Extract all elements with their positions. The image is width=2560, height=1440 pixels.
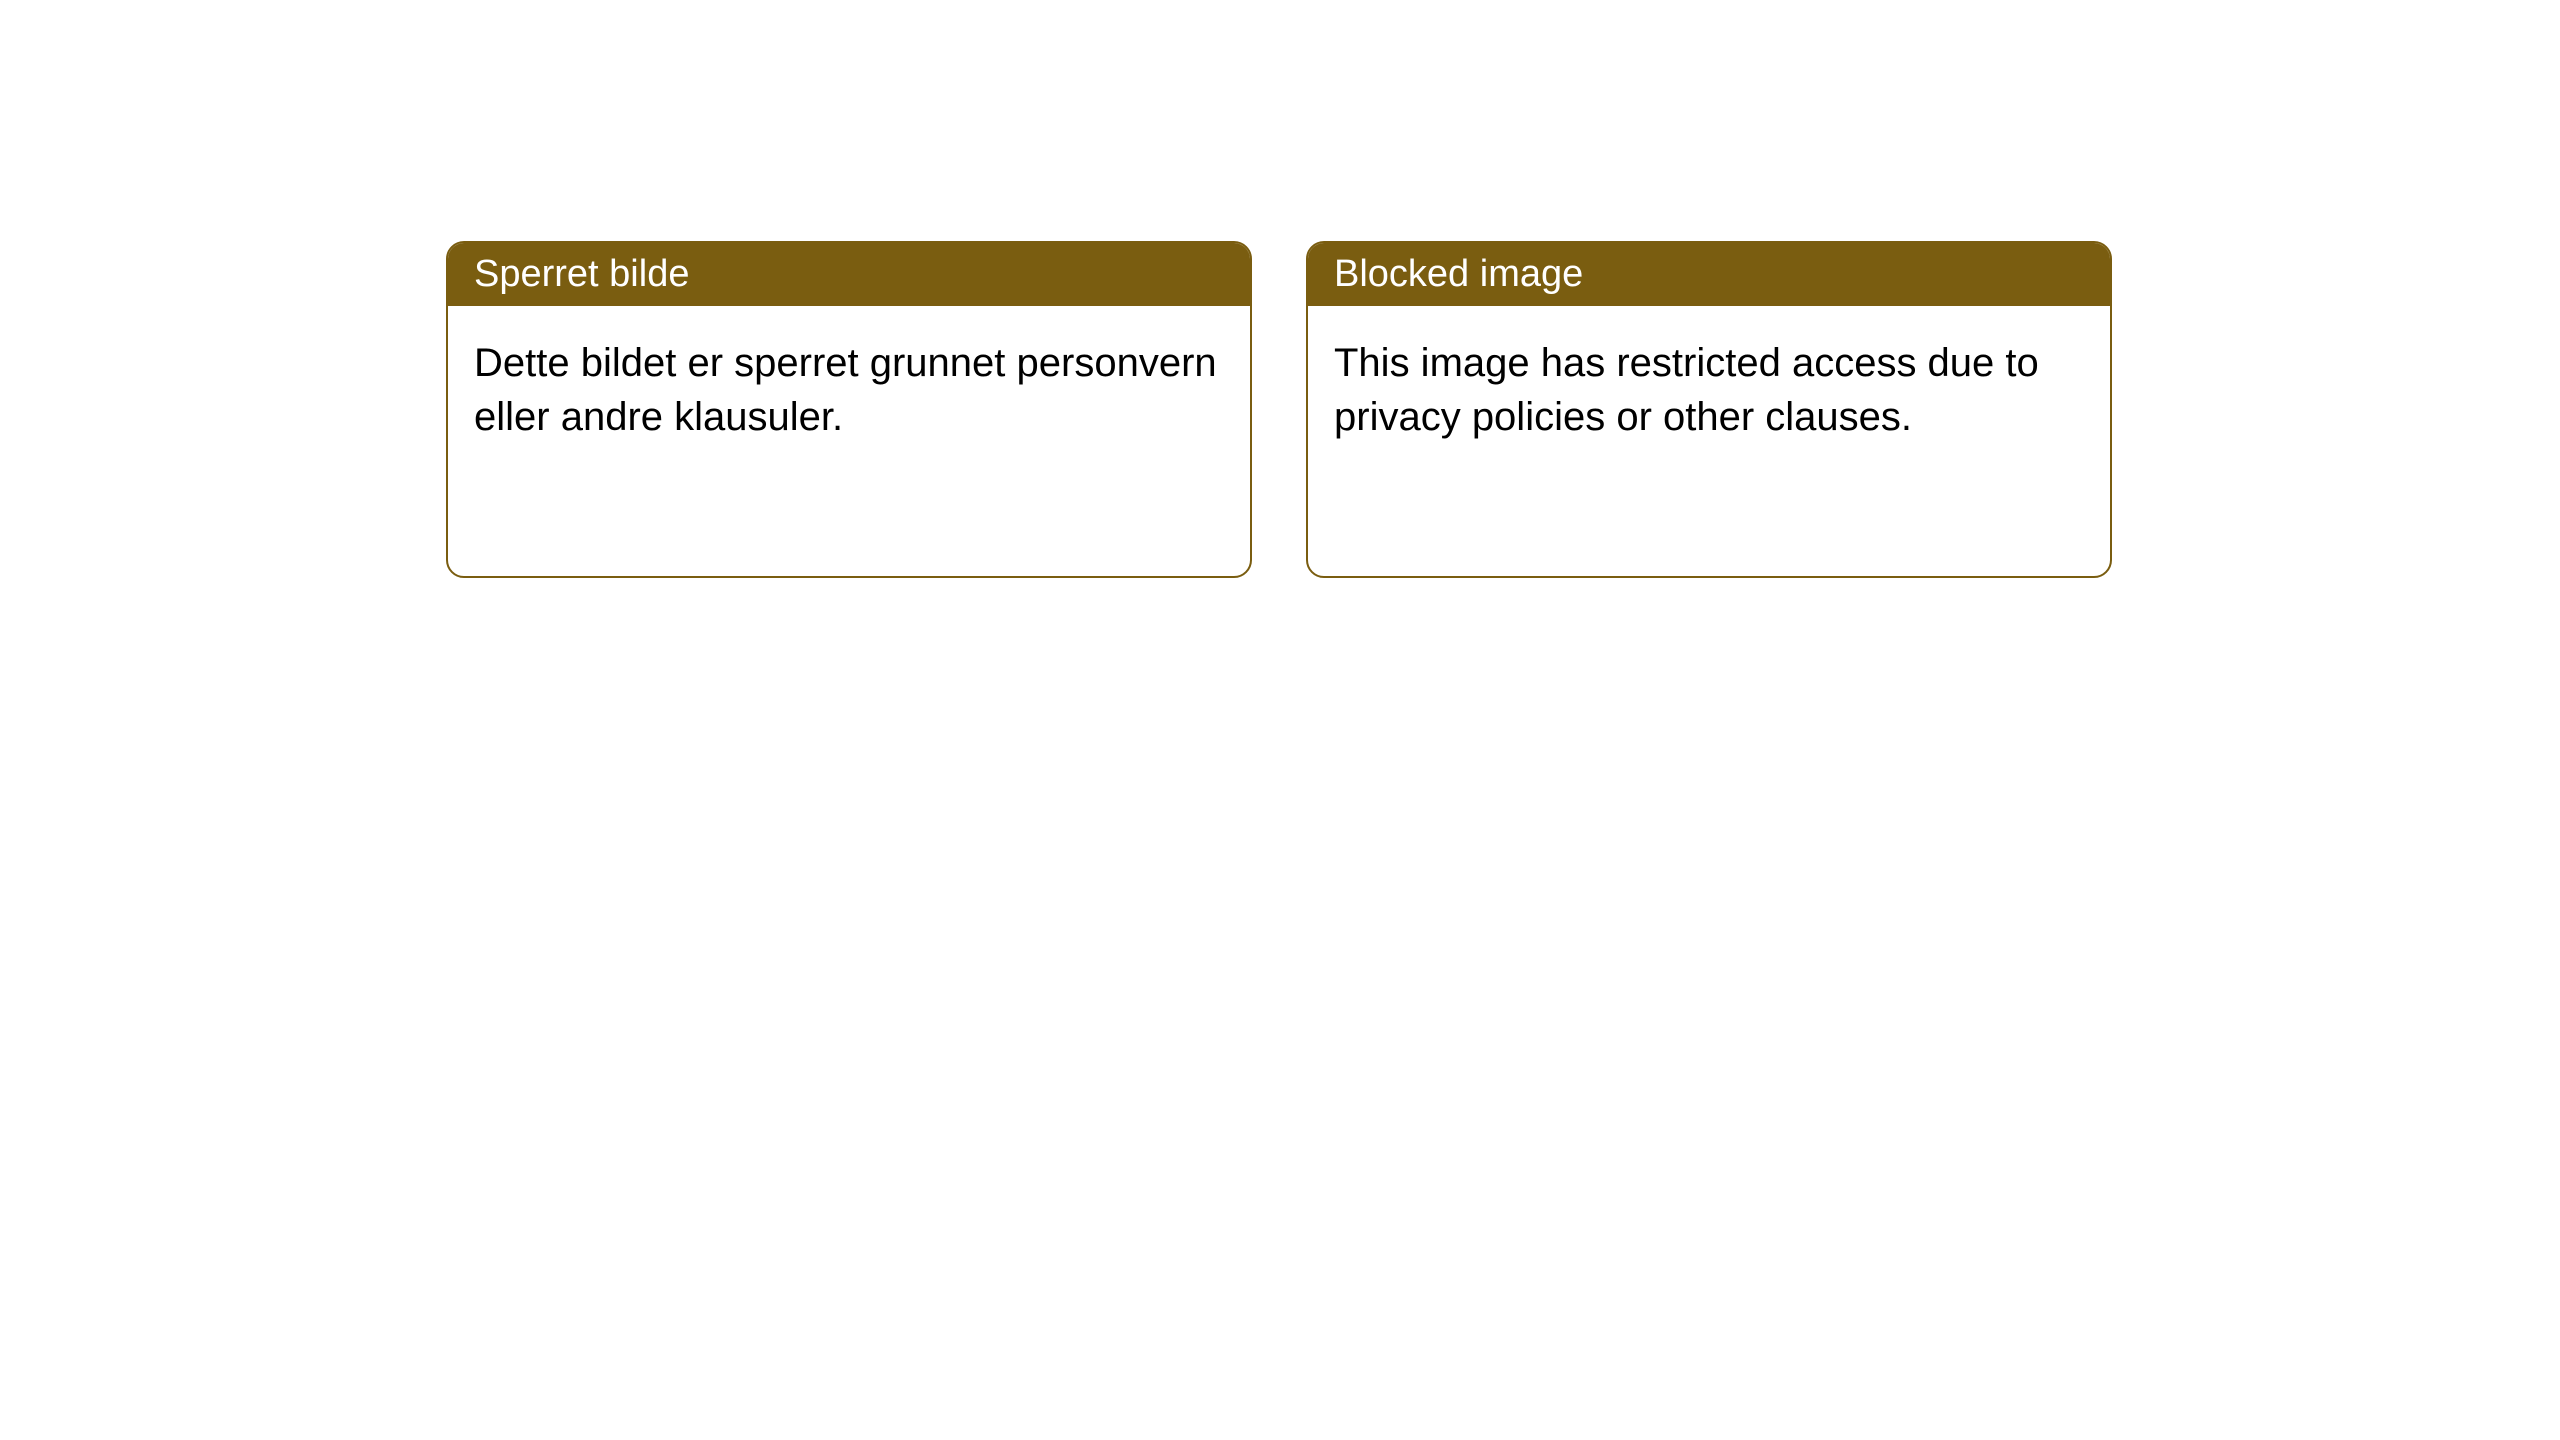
- notice-container: Sperret bilde Dette bildet er sperret gr…: [446, 241, 2112, 578]
- notice-title-english: Blocked image: [1308, 243, 2110, 306]
- notice-body-english: This image has restricted access due to …: [1308, 306, 2110, 576]
- notice-card-english: Blocked image This image has restricted …: [1306, 241, 2112, 578]
- notice-body-norwegian: Dette bildet er sperret grunnet personve…: [448, 306, 1250, 576]
- notice-card-norwegian: Sperret bilde Dette bildet er sperret gr…: [446, 241, 1252, 578]
- notice-title-norwegian: Sperret bilde: [448, 243, 1250, 306]
